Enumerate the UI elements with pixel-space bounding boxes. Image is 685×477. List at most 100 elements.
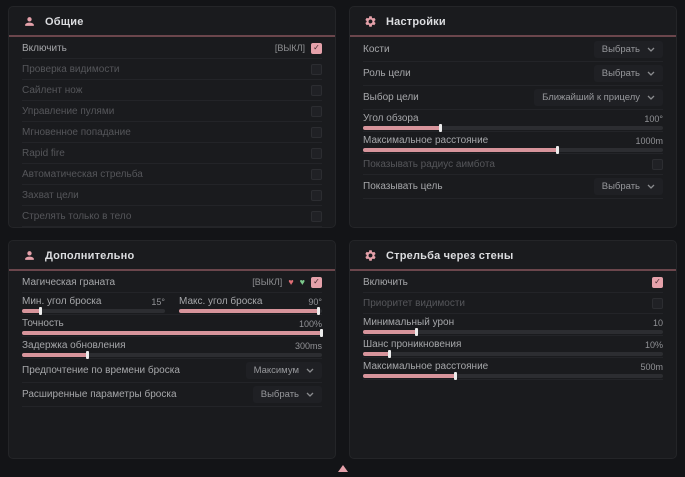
row-right [311,105,322,117]
row-label: Мгновенное попадание [22,126,131,138]
panel-wallbang-body: Включить ✓ Приоритет видимости Минимальный … [350,271,676,458]
checkbox[interactable] [311,84,322,96]
dropdown[interactable]: Выбрать [593,178,663,195]
slider-fill [179,309,320,313]
checkbox[interactable]: ✓ [311,276,322,288]
checkbox[interactable]: ✓ [652,276,663,288]
slider-handle[interactable] [415,328,418,336]
dropdown-row: Предпочтение по времени броска Максимум [22,359,322,383]
row-right: [ВЫКЛ] ♥ ♥ ✓ [252,276,322,288]
slider-track[interactable] [179,307,322,315]
slider-track[interactable] [363,146,663,154]
slider-handle[interactable] [320,329,323,337]
slider-value: 100% [298,318,322,329]
row-right [311,168,322,180]
slider-handle[interactable] [38,307,42,315]
dropdown[interactable]: Выбрать [593,65,663,82]
row-label: Автоматическая стрельба [22,168,143,180]
toggle-row: Включить [ВЫКЛ] ✓ [22,38,322,59]
toggle-row: Автоматическая стрельба [22,164,322,185]
checkbox[interactable]: ✓ [311,42,322,54]
slider-track[interactable] [22,351,322,359]
green-heart-icon[interactable]: ♥ [299,276,305,287]
scroll-up-indicator[interactable] [338,465,348,472]
slider-track[interactable] [363,328,663,336]
slider-track[interactable] [363,350,663,358]
row-label: Расширенные параметры броска [22,389,177,400]
red-heart-icon[interactable]: ♥ [288,276,294,287]
slider-track[interactable] [22,307,165,315]
chevron-down-icon [306,368,314,373]
row-label: Предпочтение по времени броска [22,365,180,376]
slider-row: Мин. угол броска 15° [22,296,165,315]
row-label: Показывать радиус аимбота [363,158,495,170]
toggle-row: Магическая граната [ВЫКЛ] ♥ ♥ ✓ [22,272,322,293]
toggle-row: Rapid fire [22,143,322,164]
panel-general-header: Общие [9,7,335,37]
slider-fill [22,353,88,357]
checkbox[interactable] [311,147,322,159]
keybind-state: [ВЫКЛ] [252,277,283,287]
chevron-down-icon [647,95,655,100]
checkbox[interactable] [311,105,322,117]
slider-fill [363,148,558,152]
checkbox[interactable] [311,210,322,222]
dropdown[interactable]: Выбрать [593,41,663,58]
slider-track[interactable] [363,372,663,380]
slider-row: Максимальное расстояние 500m [363,358,663,380]
slider-handle[interactable] [317,307,321,315]
slider-handle[interactable] [439,124,442,132]
slider-handle[interactable] [86,351,89,359]
dropdown-value: Максимум [253,365,299,376]
checkbox[interactable] [652,158,663,170]
row-label: Показывать цель [363,181,443,192]
slider-head: Минимальный урон 10 [363,317,663,328]
chevron-down-icon [306,392,314,397]
row-label: Максимальное расстояние [363,361,489,372]
checkbox[interactable] [652,297,663,309]
row-label: Включить [363,276,408,288]
panel-general: Общие Включить [ВЫКЛ] ✓ Проверка видимости С… [8,6,336,228]
row-right [652,297,663,309]
slider-value: 15° [151,296,165,307]
slider-handle[interactable] [454,372,457,380]
dropdown-row: Кости Выбрать [363,38,663,62]
row-label: Роль цели [363,68,411,79]
slider-track[interactable] [22,329,323,337]
dropdown[interactable]: Ближайший к прицелу [534,89,663,106]
gear-icon [364,15,377,28]
row-label: Захват цели [22,189,79,201]
slider-value: 300ms [294,340,322,351]
row-label: Проверка видимости [22,63,120,75]
slider-value: 100° [644,113,663,124]
row-right [311,63,322,75]
row-label: Управление пулями [22,105,115,117]
row-right [652,158,663,170]
slider-value: 10 [652,317,663,328]
panel-wallbang-header: Стрельба через стены [350,241,676,271]
toggle-row: Захват цели [22,185,322,206]
row-label: Точность [22,318,64,329]
toggle-row: Стрелять только в тело [22,206,322,227]
row-label: Задержка обновления [22,340,126,351]
dropdown[interactable]: Максимум [245,362,322,379]
slider-head: Максимальное расстояние 500m [363,361,663,372]
dropdown-row: Выбор цели Ближайший к прицелу [363,86,663,110]
checkbox[interactable] [311,63,322,75]
checkbox[interactable] [311,126,322,138]
slider-fill [363,352,390,356]
dropdown-row: Расширенные параметры броска Выбрать [22,383,322,407]
panel-wallbang: Стрельба через стены Включить ✓ Приоритет … [349,240,677,459]
slider-track[interactable] [363,124,663,132]
dropdown[interactable]: Выбрать [252,386,322,403]
checkbox[interactable] [311,168,322,180]
slider-handle[interactable] [388,350,391,358]
dropdown-row: Показывать цель Выбрать [363,175,663,199]
slider-row: Точность 100% [22,315,323,337]
slider-head: Макс. угол броска 90° [179,296,322,307]
panel-additional-header: Дополнительно [9,241,335,271]
chevron-down-icon [647,184,655,189]
checkbox[interactable] [311,189,322,201]
slider-handle[interactable] [556,146,559,154]
